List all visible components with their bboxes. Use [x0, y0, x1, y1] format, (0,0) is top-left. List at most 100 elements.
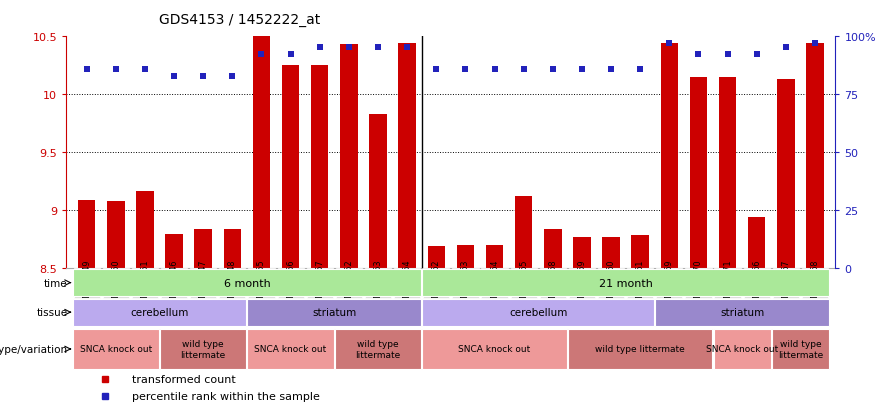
FancyBboxPatch shape: [365, 268, 391, 298]
FancyBboxPatch shape: [540, 268, 566, 298]
Text: GSM487068: GSM487068: [811, 259, 819, 307]
Bar: [311, 66, 329, 268]
Text: GSM487052: GSM487052: [345, 259, 354, 308]
FancyBboxPatch shape: [568, 268, 595, 298]
FancyBboxPatch shape: [72, 329, 159, 370]
Text: GSM487066: GSM487066: [752, 259, 761, 307]
FancyBboxPatch shape: [713, 329, 771, 370]
FancyBboxPatch shape: [160, 329, 247, 370]
FancyBboxPatch shape: [307, 268, 333, 298]
Bar: [486, 245, 503, 268]
Text: wild type
littermate: wild type littermate: [778, 339, 823, 359]
FancyBboxPatch shape: [655, 299, 829, 326]
Text: GSM487049: GSM487049: [82, 259, 91, 307]
FancyBboxPatch shape: [73, 268, 100, 298]
Bar: [806, 44, 824, 268]
FancyBboxPatch shape: [423, 269, 829, 297]
FancyBboxPatch shape: [190, 268, 217, 298]
Text: GSM487051: GSM487051: [141, 259, 149, 307]
Text: cerebellum: cerebellum: [130, 307, 188, 317]
Bar: [136, 192, 154, 268]
Text: GSM487053: GSM487053: [374, 259, 383, 307]
FancyBboxPatch shape: [802, 268, 828, 298]
Bar: [340, 45, 358, 268]
Text: GSM487067: GSM487067: [781, 259, 790, 307]
Text: GSM487062: GSM487062: [431, 259, 441, 307]
FancyBboxPatch shape: [248, 299, 421, 326]
FancyBboxPatch shape: [248, 329, 334, 370]
Bar: [690, 78, 707, 268]
FancyBboxPatch shape: [627, 268, 653, 298]
Text: 6 month: 6 month: [224, 278, 271, 288]
Text: GSM487059: GSM487059: [577, 259, 586, 308]
Text: wild type littermate: wild type littermate: [595, 345, 685, 354]
Text: cerebellum: cerebellum: [509, 307, 568, 317]
Text: GSM487047: GSM487047: [199, 259, 208, 307]
FancyBboxPatch shape: [598, 268, 624, 298]
Text: GSM487050: GSM487050: [111, 259, 120, 307]
Bar: [660, 44, 678, 268]
Bar: [777, 80, 795, 268]
Bar: [194, 229, 212, 268]
Bar: [282, 66, 300, 268]
Text: percentile rank within the sample: percentile rank within the sample: [132, 391, 319, 401]
Text: GSM487046: GSM487046: [170, 259, 179, 307]
Bar: [428, 246, 445, 268]
FancyBboxPatch shape: [278, 268, 304, 298]
Bar: [107, 201, 125, 268]
FancyBboxPatch shape: [685, 268, 712, 298]
Text: GSM487061: GSM487061: [636, 259, 644, 307]
FancyBboxPatch shape: [773, 268, 799, 298]
FancyBboxPatch shape: [336, 268, 362, 298]
FancyBboxPatch shape: [453, 268, 478, 298]
Text: GSM487048: GSM487048: [228, 259, 237, 307]
Text: tissue: tissue: [36, 307, 67, 317]
Bar: [370, 114, 387, 268]
FancyBboxPatch shape: [132, 268, 158, 298]
FancyBboxPatch shape: [772, 329, 829, 370]
Text: GSM487055: GSM487055: [257, 259, 266, 308]
Bar: [631, 236, 649, 268]
Text: GSM487065: GSM487065: [519, 259, 528, 307]
Text: 21 month: 21 month: [598, 278, 652, 288]
Text: GSM487063: GSM487063: [461, 259, 470, 307]
Text: striatum: striatum: [720, 307, 765, 317]
Text: time: time: [44, 278, 67, 288]
FancyBboxPatch shape: [568, 329, 713, 370]
FancyBboxPatch shape: [248, 268, 275, 298]
FancyBboxPatch shape: [743, 268, 770, 298]
Text: genotype/variation: genotype/variation: [0, 344, 67, 354]
FancyBboxPatch shape: [423, 299, 654, 326]
Text: transformed count: transformed count: [132, 375, 235, 385]
Bar: [719, 78, 736, 268]
Text: GSM487060: GSM487060: [606, 259, 615, 307]
FancyBboxPatch shape: [423, 329, 567, 370]
FancyBboxPatch shape: [72, 299, 247, 326]
FancyBboxPatch shape: [423, 268, 449, 298]
Bar: [748, 217, 766, 268]
Bar: [515, 197, 532, 268]
FancyBboxPatch shape: [394, 268, 420, 298]
Text: GSM487064: GSM487064: [490, 259, 499, 307]
FancyBboxPatch shape: [714, 268, 741, 298]
Bar: [573, 237, 591, 268]
FancyBboxPatch shape: [219, 268, 246, 298]
FancyBboxPatch shape: [103, 268, 129, 298]
Text: SNCA knock out: SNCA knock out: [80, 345, 152, 354]
FancyBboxPatch shape: [161, 268, 187, 298]
Bar: [457, 245, 474, 268]
Text: GSM487054: GSM487054: [402, 259, 412, 307]
Text: GSM487070: GSM487070: [694, 259, 703, 307]
Text: GSM487057: GSM487057: [316, 259, 324, 308]
Bar: [78, 200, 95, 268]
Text: SNCA knock out: SNCA knock out: [706, 345, 778, 354]
Text: SNCA knock out: SNCA knock out: [459, 345, 530, 354]
Text: GSM487071: GSM487071: [723, 259, 732, 307]
Bar: [602, 237, 620, 268]
FancyBboxPatch shape: [335, 329, 421, 370]
FancyBboxPatch shape: [511, 268, 537, 298]
Bar: [165, 235, 183, 268]
Bar: [399, 44, 415, 268]
Text: striatum: striatum: [312, 307, 356, 317]
Text: wild type
littermate: wild type littermate: [355, 339, 400, 359]
